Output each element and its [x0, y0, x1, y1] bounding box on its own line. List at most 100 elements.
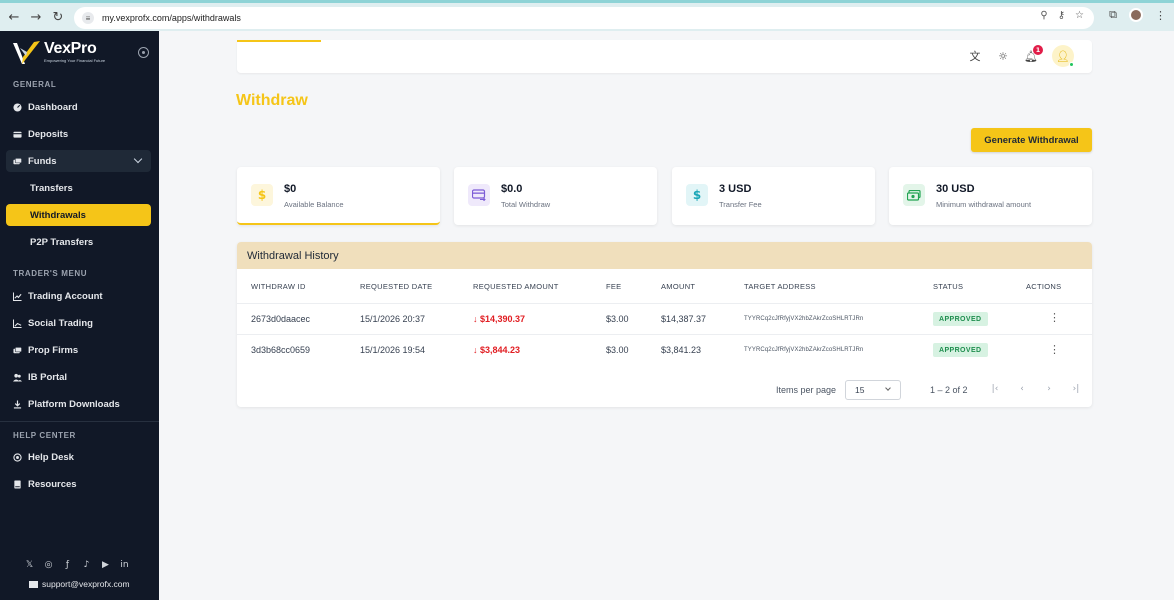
- extensions-icon[interactable]: ⧉: [1109, 8, 1117, 21]
- fee: $3.00: [606, 314, 629, 324]
- translate-icon[interactable]: 文: [969, 50, 981, 63]
- theme-toggle-icon[interactable]: ☼: [998, 49, 1008, 63]
- youtube-icon[interactable]: ▶: [102, 559, 109, 570]
- user-avatar[interactable]: 👤︎: [1052, 45, 1074, 67]
- sidebar-item-prop-firms[interactable]: Prop Firms: [6, 339, 151, 361]
- book-icon: [14, 479, 21, 489]
- sidebar-item-ib-portal[interactable]: IB Portal: [6, 366, 151, 388]
- row-divider: [237, 303, 1092, 304]
- url-text[interactable]: my.vexprofx.com/apps/withdrawals: [102, 13, 241, 23]
- stat-value: 3 USD: [719, 183, 752, 195]
- first-page-icon[interactable]: |‹: [991, 384, 999, 394]
- sidebar-item-trading-account[interactable]: Trading Account: [6, 285, 151, 307]
- bell-icon[interactable]: 🔔︎ 1: [1024, 45, 1043, 63]
- column-header: TARGET ADDRESS: [744, 282, 816, 291]
- sidebar-item-label: Help Desk: [28, 451, 74, 463]
- items-per-page-label: Items per page: [776, 385, 837, 395]
- sidebar-item-label: Resources: [28, 478, 77, 490]
- x-icon[interactable]: 𝕏: [25, 559, 34, 570]
- sidebar-item-help-desk[interactable]: Help Desk: [6, 446, 151, 468]
- dollar-icon: $: [251, 184, 273, 206]
- location-icon[interactable]: ⚲: [1040, 10, 1048, 21]
- stat-label: Total Withdraw: [501, 200, 551, 209]
- requested-amount: ↓ $14,390.37: [473, 314, 526, 324]
- column-header: WITHDRAW ID: [251, 282, 306, 291]
- last-page-icon[interactable]: ›|: [1072, 384, 1080, 394]
- social-icon: [13, 318, 22, 328]
- deposit-icon: [13, 131, 22, 138]
- support-email: support@vexprofx.com: [42, 579, 130, 589]
- instagram-icon[interactable]: ◎: [44, 559, 53, 570]
- sidebar: VexPro Empowering Your Financial Future …: [0, 31, 159, 600]
- reload-icon[interactable]: ↻: [52, 9, 64, 25]
- sidebar-item-label: Prop Firms: [28, 344, 79, 356]
- page-title: Withdraw: [236, 92, 308, 109]
- amount: $14,387.37: [661, 314, 707, 324]
- sidebar-item-label: P2P Transfers: [30, 236, 94, 248]
- logo[interactable]: VexPro Empowering Your Financial Future: [12, 40, 105, 66]
- sidebar-toggle-button[interactable]: [138, 47, 149, 58]
- sidebar-item-label: Funds: [28, 155, 57, 167]
- more-actions-icon[interactable]: ⋮: [1049, 343, 1060, 356]
- site-info-icon[interactable]: ≡: [82, 12, 94, 24]
- sidebar-item-withdrawals[interactable]: Withdrawals: [6, 204, 151, 226]
- cash-icon: [903, 184, 925, 206]
- row-divider: [237, 334, 1092, 335]
- user-icon: 👤︎: [1056, 49, 1070, 63]
- browser-toolbar: ← → ↻ ≡ my.vexprofx.com/apps/withdrawals…: [0, 0, 1174, 31]
- star-icon[interactable]: ☆: [1075, 10, 1084, 21]
- stat-card-total-withdraw: $0.0 Total Withdraw: [454, 167, 657, 225]
- requested-date: 15/1/2026 19:54: [360, 345, 426, 355]
- key-icon[interactable]: ⚷: [1057, 10, 1066, 21]
- sidebar-item-transfers[interactable]: Transfers: [6, 177, 151, 199]
- stat-card-minimum-withdrawal: 30 USD Minimum withdrawal amount: [889, 167, 1092, 225]
- notification-badge: 1: [1033, 45, 1043, 55]
- sidebar-item-dashboard[interactable]: Dashboard: [6, 96, 151, 118]
- sidebar-item-label: Deposits: [28, 128, 69, 140]
- menu-icon[interactable]: ⋮: [1155, 8, 1166, 22]
- items-per-page-value: 15: [855, 385, 865, 395]
- more-actions-icon[interactable]: ⋮: [1049, 311, 1060, 324]
- status-badge: APPROVED: [933, 343, 988, 357]
- sidebar-item-resources[interactable]: Resources: [6, 473, 151, 495]
- previous-page-icon[interactable]: ‹: [1020, 384, 1024, 394]
- sidebar-item-social-trading[interactable]: Social Trading: [6, 312, 151, 334]
- generate-withdrawal-button[interactable]: Generate Withdrawal: [971, 128, 1092, 152]
- tiktok-icon[interactable]: ♪: [83, 559, 90, 570]
- funds-icon: [13, 157, 22, 164]
- chevron-down-icon: [133, 154, 143, 164]
- sidebar-item-label: Platform Downloads: [28, 398, 120, 410]
- stat-value: $0: [284, 183, 297, 195]
- facebook-icon[interactable]: ƒ: [65, 559, 70, 570]
- items-per-page-select[interactable]: 15: [845, 380, 901, 400]
- brand-tagline: Empowering Your Financial Future: [44, 58, 106, 63]
- sidebar-item-p2p-transfers[interactable]: P2P Transfers: [6, 231, 151, 253]
- sidebar-item-platform-downloads[interactable]: Platform Downloads: [6, 393, 151, 415]
- pagination-range: 1 – 2 of 2: [930, 385, 968, 395]
- linkedin-icon[interactable]: in: [120, 559, 129, 570]
- brand-name: VexPro: [44, 40, 97, 57]
- support-email-link[interactable]: support@vexprofx.com: [29, 579, 130, 589]
- target-address: TYYRCq2cJfRfyjVX2hbZAkrZcoSHLRTJRn: [744, 316, 864, 322]
- chart-icon: [13, 291, 22, 301]
- prop-icon: [13, 346, 22, 353]
- users-icon: [13, 373, 22, 382]
- top-bar: 文 ☼ 🔔︎ 1 👤︎: [237, 40, 1092, 73]
- sidebar-item-label: IB Portal: [28, 371, 68, 383]
- address-bar[interactable]: ≡ my.vexprofx.com/apps/withdrawals ⚲ ⚷ ☆: [74, 7, 1094, 29]
- next-page-icon[interactable]: ›: [1047, 384, 1051, 394]
- back-icon[interactable]: ←: [8, 9, 20, 25]
- forward-icon[interactable]: →: [30, 9, 42, 25]
- profile-avatar[interactable]: [1129, 8, 1143, 22]
- stat-label: Minimum withdrawal amount: [936, 200, 1032, 209]
- sidebar-item-label: Withdrawals: [30, 209, 86, 221]
- download-icon: [13, 399, 22, 409]
- column-header: STATUS: [933, 282, 964, 291]
- sidebar-item-funds[interactable]: Funds: [6, 150, 151, 172]
- sidebar-item-deposits[interactable]: Deposits: [6, 123, 151, 145]
- dollar-icon: $: [686, 184, 708, 206]
- card-transfer-icon: [468, 184, 490, 206]
- top-bar-accent: [237, 40, 321, 42]
- sidebar-item-label: Dashboard: [28, 101, 78, 113]
- dashboard-icon: [13, 102, 22, 112]
